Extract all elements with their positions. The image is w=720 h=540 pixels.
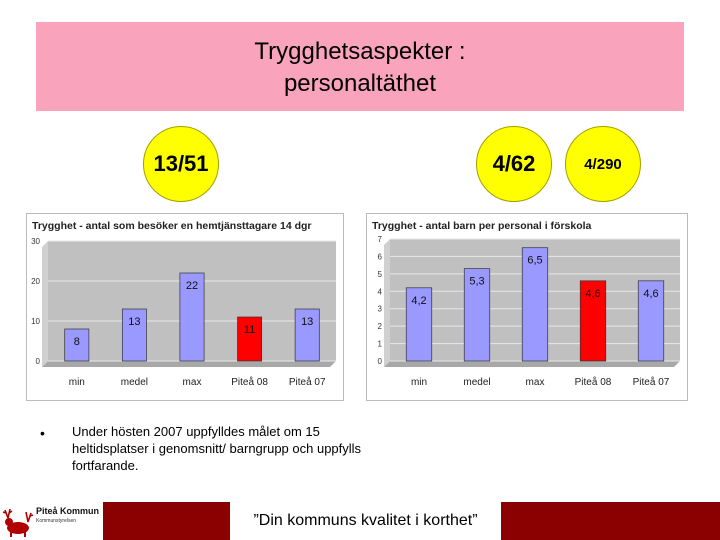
bar-value-label: 11	[244, 324, 255, 336]
x-tick-label: max	[183, 377, 202, 388]
x-tick-label: min	[69, 377, 85, 388]
footer-slogan: ”Din kommuns kvalitet i korthet”	[230, 502, 501, 540]
bar-value-label: 6,5	[527, 255, 542, 267]
plot-floor	[384, 361, 680, 367]
y-tick-label: 6	[378, 252, 383, 261]
title-line-1: Trygghetsaspekter :	[254, 38, 466, 65]
chart-home-visits: Trygghet - antal som besöker en hemtjäns…	[26, 213, 344, 401]
x-tick-label: max	[526, 377, 545, 388]
title-banner: Trygghetsaspekter : personaltäthet	[36, 22, 684, 111]
bar	[64, 328, 90, 362]
x-tick-label: medel	[463, 377, 490, 388]
highlight-circle-1: 13/51	[143, 126, 219, 202]
x-tick-label: medel	[121, 377, 148, 388]
bar-value-label: 22	[186, 280, 198, 292]
logo-name: Piteå Kommun	[36, 506, 100, 516]
y-tick-label: 10	[31, 317, 40, 326]
bar	[294, 308, 320, 362]
y-tick-label: 0	[378, 357, 383, 366]
chart-title: Trygghet - antal barn per personal i för…	[372, 220, 592, 232]
y-tick-label: 3	[378, 305, 383, 314]
y-tick-label: 5	[378, 270, 383, 279]
y-tick-label: 0	[36, 357, 41, 366]
x-tick-label: Piteå 07	[289, 376, 326, 388]
y-tick-label: 2	[378, 322, 383, 331]
bar-value-label: 4,6	[643, 288, 658, 300]
bar-value-label: 13	[301, 316, 313, 328]
chart-children-per-staff: Trygghet - antal barn per personal i för…	[366, 213, 688, 401]
bar-value-label: 13	[128, 316, 140, 328]
bar-value-label: 8	[74, 336, 80, 348]
bar	[121, 308, 147, 362]
x-tick-label: min	[411, 377, 427, 388]
bullet-text: Under hösten 2007 uppfylldes målet om 15…	[72, 424, 362, 473]
y-tick-label: 4	[378, 287, 383, 296]
bar	[637, 280, 665, 362]
highlight-circle-2: 4/62	[476, 126, 552, 202]
x-tick-label: Piteå 08	[231, 376, 268, 388]
bar-value-label: 4,6	[585, 288, 600, 300]
bar-value-label: 5,3	[469, 276, 484, 288]
chart-title: Trygghet - antal som besöker en hemtjäns…	[32, 220, 312, 232]
x-tick-label: Piteå 07	[633, 376, 670, 388]
highlight-circle-3: 4/290	[565, 126, 641, 202]
bar	[579, 280, 607, 362]
plot-wall	[384, 239, 390, 367]
bar	[179, 272, 205, 362]
y-tick-label: 30	[31, 237, 40, 246]
y-tick-label: 7	[378, 235, 383, 244]
y-tick-label: 1	[378, 340, 383, 349]
plot-floor	[42, 361, 336, 367]
x-tick-label: Piteå 08	[575, 376, 612, 388]
reindeer-logo-icon	[2, 504, 34, 538]
bar-value-label: 4,2	[411, 295, 426, 307]
bar	[237, 316, 263, 362]
plot-wall	[42, 241, 48, 367]
bullet-marker: •	[40, 425, 45, 441]
logo-subtitle: Kommunstyrelsen	[36, 518, 77, 524]
y-tick-label: 20	[31, 277, 40, 286]
bar	[405, 287, 433, 362]
title-line-2: personaltäthet	[283, 70, 437, 97]
bar	[521, 247, 549, 362]
slide-title: Trygghetsaspekter : personaltäthet	[36, 36, 684, 100]
bar	[463, 268, 491, 362]
